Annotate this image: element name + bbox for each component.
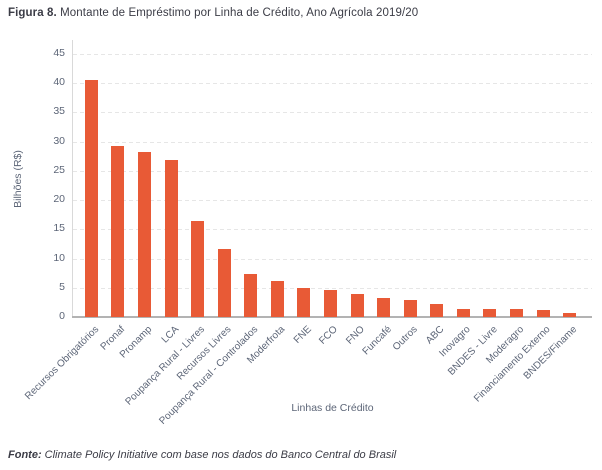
y-tick-label: 40 (53, 76, 65, 89)
y-axis-line (72, 40, 73, 317)
bar (563, 313, 577, 317)
bar (297, 288, 311, 317)
x-tick-label-text: FNE (291, 324, 314, 346)
y-tick-label: 45 (53, 47, 65, 59)
gridline (73, 287, 592, 289)
bar (510, 309, 524, 317)
gridline (73, 229, 592, 231)
gridline (73, 54, 592, 55)
gridline (73, 170, 592, 172)
x-axis-title: Linhas de Crédito (291, 402, 374, 414)
source-text: Climate Policy Initiative com base nos d… (44, 449, 397, 461)
gridline (73, 83, 592, 85)
gridline (73, 258, 592, 260)
x-axis-line (72, 316, 592, 318)
x-tick-label-text: LCA (159, 324, 181, 346)
bar (324, 290, 337, 317)
bar (430, 303, 444, 317)
bar (217, 248, 231, 317)
gridline (73, 112, 592, 114)
figure-label: Figura 8. (8, 7, 57, 19)
bar (483, 308, 497, 317)
bar (111, 146, 125, 317)
gridline (73, 141, 592, 143)
x-tick-label-text: ABC (424, 324, 447, 347)
y-tick-label: 10 (53, 251, 65, 264)
x-tick-label-text: FNO (344, 324, 367, 347)
source-label: Fonte: (8, 449, 42, 461)
x-tick-label-text: Recursos Obrigatórios (22, 324, 102, 403)
bar (403, 300, 417, 317)
bar (456, 308, 470, 317)
bar (244, 273, 258, 317)
x-tick-label-text: Outros (391, 324, 421, 354)
bar (270, 280, 284, 317)
bar (350, 293, 364, 317)
source-note: Fonte: Climate Policy Initiative com bas… (8, 449, 396, 461)
y-tick-label: 20 (53, 193, 65, 206)
y-tick-label: 5 (59, 280, 65, 293)
bar (377, 298, 391, 317)
bar (536, 309, 550, 317)
bar (191, 220, 205, 317)
figure-caption: Montante de Empréstimo por Linha de Créd… (60, 7, 419, 19)
bar (137, 152, 151, 317)
bar (164, 159, 178, 317)
figure-title: Figura 8. Montante de Empréstimo por Lin… (8, 7, 418, 19)
gridline (73, 200, 592, 202)
y-tick-label: 35 (53, 105, 65, 118)
y-tick-label: 25 (53, 163, 65, 176)
y-tick-label: 30 (53, 134, 65, 147)
y-tick-label: 0 (59, 310, 65, 322)
x-tick-label-text: FCO (317, 324, 341, 347)
y-tick-label: 15 (53, 222, 65, 235)
bar (84, 80, 98, 317)
